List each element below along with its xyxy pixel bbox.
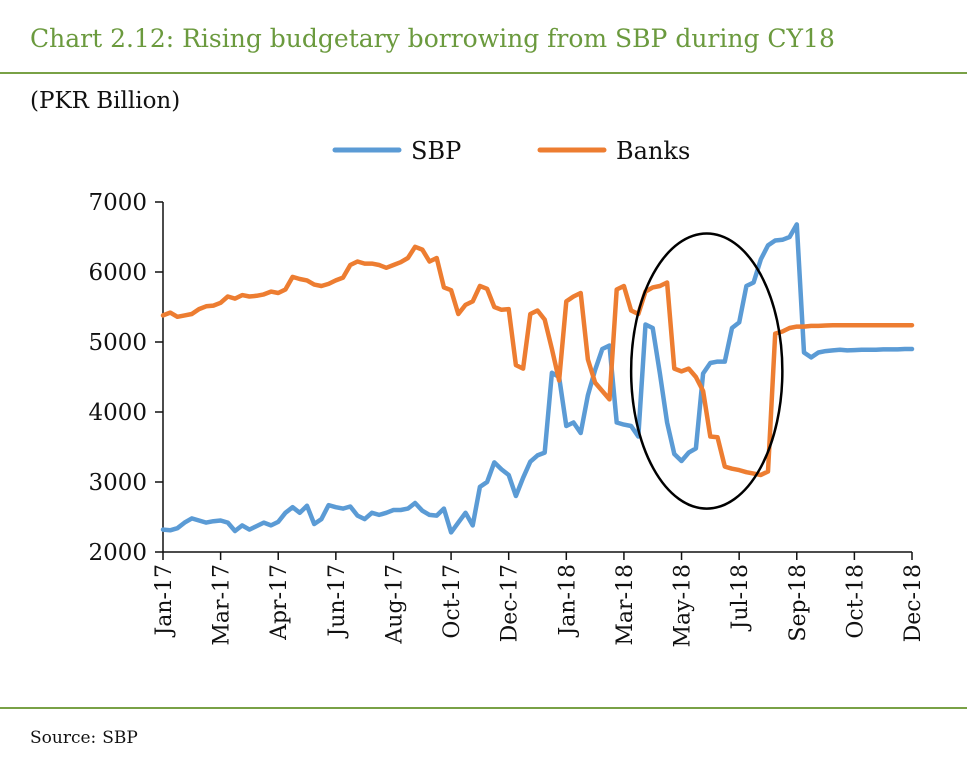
y-axis: 2000 3000 4000 5000 6000 7000 [88,190,164,566]
x-tick-label: Dec-17 [498,564,523,642]
x-tick-label: Jan-17 [152,564,177,638]
source-value: SBP [102,728,138,748]
chart-legend: SBP Banks [332,137,690,165]
annotation-layer [629,232,784,510]
y-tick-label: 6000 [88,260,147,286]
x-tick-label: Jun-17 [325,564,350,639]
x-tick-label: Jul-18 [728,564,753,631]
series-line-banks [160,244,915,478]
highlight-ellipse [629,232,784,510]
x-axis: Jan-17 Mar-17 Apr-17 Jun-17 Aug-17 Oct-17 Dec-… [152,551,926,648]
x-tick-label: Mar-18 [613,564,638,646]
x-tick-label: Jan-18 [555,564,580,638]
source-label: Source: [30,728,97,748]
x-tick-label: Sep-18 [786,564,811,642]
y-tick-label: 3000 [88,470,147,496]
footer-rule [0,707,967,709]
x-tick-label: Aug-17 [382,564,407,645]
x-tick-label: Oct-18 [843,564,868,639]
y-unit-label: (PKR Billion) [30,88,181,114]
x-tick-label: Mar-17 [210,564,235,646]
chart-title: Chart 2.12: Rising budgetary borrowing f… [30,24,835,53]
title-rule [0,72,967,74]
y-tick-label: 4000 [88,400,147,426]
x-tick-label: Dec-18 [901,564,926,642]
x-tick-label: Apr-17 [267,564,292,641]
series-line-sbp [160,222,915,535]
y-tick-label: 7000 [88,190,147,216]
series-layer [160,222,915,535]
line-chart: SBP Banks 2000 3000 4000 5000 6000 7000 Jan-17… [88,137,926,648]
legend-label-banks: Banks [616,137,690,165]
x-tick-label: May-18 [671,564,696,648]
y-tick-label: 5000 [88,330,147,356]
y-tick-label: 2000 [88,540,147,566]
legend-label-sbp: SBP [411,137,461,165]
source-note: Source: SBP [30,728,138,748]
x-tick-label: Oct-17 [440,564,465,639]
